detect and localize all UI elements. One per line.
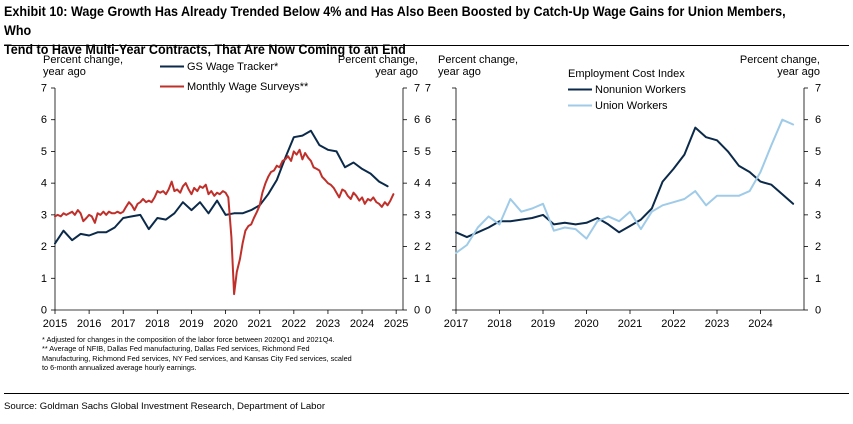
- y-tick-label-right: 0: [414, 305, 420, 317]
- exhibit-title-line-1: Exhibit 10: Wage Growth Has Already Tren…: [4, 4, 786, 38]
- y-tick-label-right: 5: [414, 146, 420, 158]
- y-tick-label-left: 0: [41, 305, 47, 317]
- x-tick-label: 2024: [350, 318, 374, 330]
- x-tick-label: 2022: [282, 318, 306, 330]
- y-tick-label-left: 0: [425, 305, 431, 317]
- top-divider: [4, 45, 849, 46]
- y-tick-label-right: 4: [414, 178, 420, 190]
- y-tick-label-left: 2: [41, 241, 47, 253]
- y-tick-label-right: 0: [815, 305, 821, 317]
- x-tick-label: 2021: [247, 318, 271, 330]
- y-tick-label-right: 7: [815, 83, 821, 95]
- legend-title: Employment Cost Index: [568, 68, 685, 80]
- y-tick-label-right: 7: [414, 83, 420, 95]
- x-tick-label: 2019: [531, 318, 555, 330]
- footnote-1: * Adjusted for changes in the compositio…: [42, 335, 335, 344]
- y-tick-label-left: 5: [41, 146, 47, 158]
- x-tick-label: 2024: [748, 318, 772, 330]
- y-tick-label-left: 7: [41, 83, 47, 95]
- x-tick-label: 2021: [618, 318, 642, 330]
- legend-entry: Union Workers: [595, 100, 668, 112]
- legend-entry: GS Wage Tracker*: [187, 61, 279, 73]
- y-tick-label-left: 7: [425, 83, 431, 95]
- y-tick-label-right: 2: [815, 241, 821, 253]
- x-tick-label: 2018: [487, 318, 511, 330]
- footnotes: * Adjusted for changes in the compositio…: [42, 335, 442, 373]
- x-tick-label: 2025: [384, 318, 408, 330]
- x-tick-label: 2023: [316, 318, 340, 330]
- footnote-4: to 6-month annualized average hourly ear…: [42, 363, 197, 373]
- y-tick-label-right: 1: [414, 273, 420, 285]
- series-line-1-2: [54, 148, 395, 296]
- bottom-divider: [4, 393, 849, 394]
- footnote-2: ** Average of NFIB, Dallas Fed manufactu…: [42, 344, 310, 354]
- y-axis-label-right: Percent change,: [740, 54, 820, 66]
- series-line-2-1: [455, 126, 795, 239]
- x-tick-label: 2018: [145, 318, 169, 330]
- legend-entry: Monthly Wage Surveys**: [187, 81, 309, 93]
- x-tick-label: 2016: [77, 318, 101, 330]
- x-tick-label: 2020: [574, 318, 598, 330]
- y-axis-label-right: year ago: [777, 66, 820, 78]
- series-line-1-1: [54, 129, 389, 245]
- y-tick-label-right: 3: [815, 209, 821, 221]
- y-tick-label-right: 1: [815, 273, 821, 285]
- y-axis-label-left: Percent change,: [43, 54, 123, 66]
- y-tick-label-left: 1: [41, 273, 47, 285]
- x-tick-label: 2017: [111, 318, 135, 330]
- source-note: Source: Goldman Sachs Global Investment …: [4, 401, 326, 412]
- y-tick-label-right: 5: [815, 146, 821, 158]
- y-tick-label-left: 4: [41, 178, 47, 190]
- y-tick-label-right: 2: [414, 241, 420, 253]
- legend-entry: Nonunion Workers: [595, 84, 686, 96]
- y-tick-label-left: 3: [41, 209, 47, 221]
- x-tick-label: 2019: [179, 318, 203, 330]
- footnote-3: Manufacturing, Richmond Fed services, NY…: [42, 353, 352, 363]
- y-tick-label-left: 4: [425, 178, 431, 190]
- y-axis-label-left: year ago: [438, 66, 481, 78]
- y-axis-label-left: year ago: [43, 66, 86, 78]
- series-line-2-2: [455, 118, 795, 254]
- x-tick-label: 2015: [43, 318, 67, 330]
- x-tick-label: 2023: [705, 318, 729, 330]
- chart-panel-2: 0 0 1 1 2 2 3 3 4 4 5 5 6 6 7 7 2017 2018 2019 2020 2021 2022…: [425, 54, 821, 330]
- y-tick-label-left: 3: [425, 209, 431, 221]
- y-tick-label-left: 1: [425, 273, 431, 285]
- chart-panel-1: 0 0 1 1 2 2 3 3 4 4 5 5 6 6 7 7 2015 2016 2017 2018 2019 2020…: [41, 54, 420, 330]
- y-axis-label-right: Percent change,: [338, 54, 418, 66]
- y-tick-label-right: 3: [414, 209, 420, 221]
- x-tick-label: 2017: [444, 318, 468, 330]
- y-axis-label-left: Percent change,: [438, 54, 518, 66]
- y-tick-label-left: 5: [425, 146, 431, 158]
- y-tick-label-left: 6: [425, 114, 431, 126]
- y-tick-label-right: 4: [815, 178, 821, 190]
- x-tick-label: 2022: [661, 318, 685, 330]
- y-tick-label-left: 2: [425, 241, 431, 253]
- y-tick-label-left: 6: [41, 114, 47, 126]
- y-tick-label-right: 6: [815, 114, 821, 126]
- y-axis-label-right: year ago: [375, 66, 418, 78]
- x-tick-label: 2020: [213, 318, 237, 330]
- y-tick-label-right: 6: [414, 114, 420, 126]
